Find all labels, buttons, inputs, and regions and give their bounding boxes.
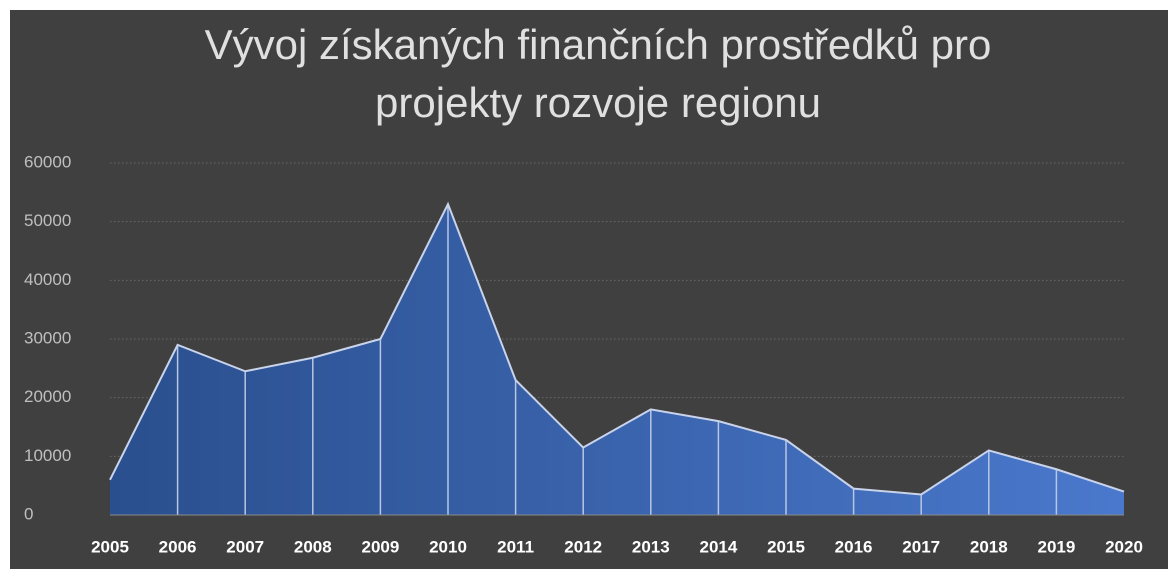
y-tick-label: 20000 <box>24 387 71 406</box>
y-tick-label: 0 <box>24 504 33 523</box>
x-tick-label: 2005 <box>91 537 129 556</box>
x-tick-label: 2015 <box>767 537 805 556</box>
x-tick-label: 2007 <box>226 537 264 556</box>
x-tick-label: 2010 <box>429 537 467 556</box>
x-tick-label: 2014 <box>699 537 737 556</box>
x-tick-label: 2020 <box>1105 537 1143 556</box>
area-outline <box>109 201 1125 496</box>
y-tick-label: 60000 <box>24 152 71 171</box>
x-tick-label: 2006 <box>159 537 197 556</box>
chart-title: projekty rozvoje regionu <box>375 79 821 126</box>
chart-title: Vývoj získaných finančních prostředků pr… <box>205 21 992 68</box>
x-tick-label: 2011 <box>497 537 534 556</box>
y-tick-label: 50000 <box>24 211 71 230</box>
y-tick-label: 40000 <box>24 270 71 289</box>
x-tick-label: 2009 <box>361 537 399 556</box>
x-tick-label: 2019 <box>1037 537 1075 556</box>
area <box>110 204 1124 516</box>
x-tick-label: 2018 <box>970 537 1008 556</box>
x-tick-label: 2012 <box>564 537 602 556</box>
y-tick-label: 30000 <box>24 328 71 347</box>
x-tick-label: 2017 <box>902 537 940 556</box>
y-tick-label: 10000 <box>24 446 71 465</box>
x-tick-label: 2016 <box>835 537 873 556</box>
x-tick-label: 2008 <box>294 537 332 556</box>
x-tick-label: 2013 <box>632 537 670 556</box>
